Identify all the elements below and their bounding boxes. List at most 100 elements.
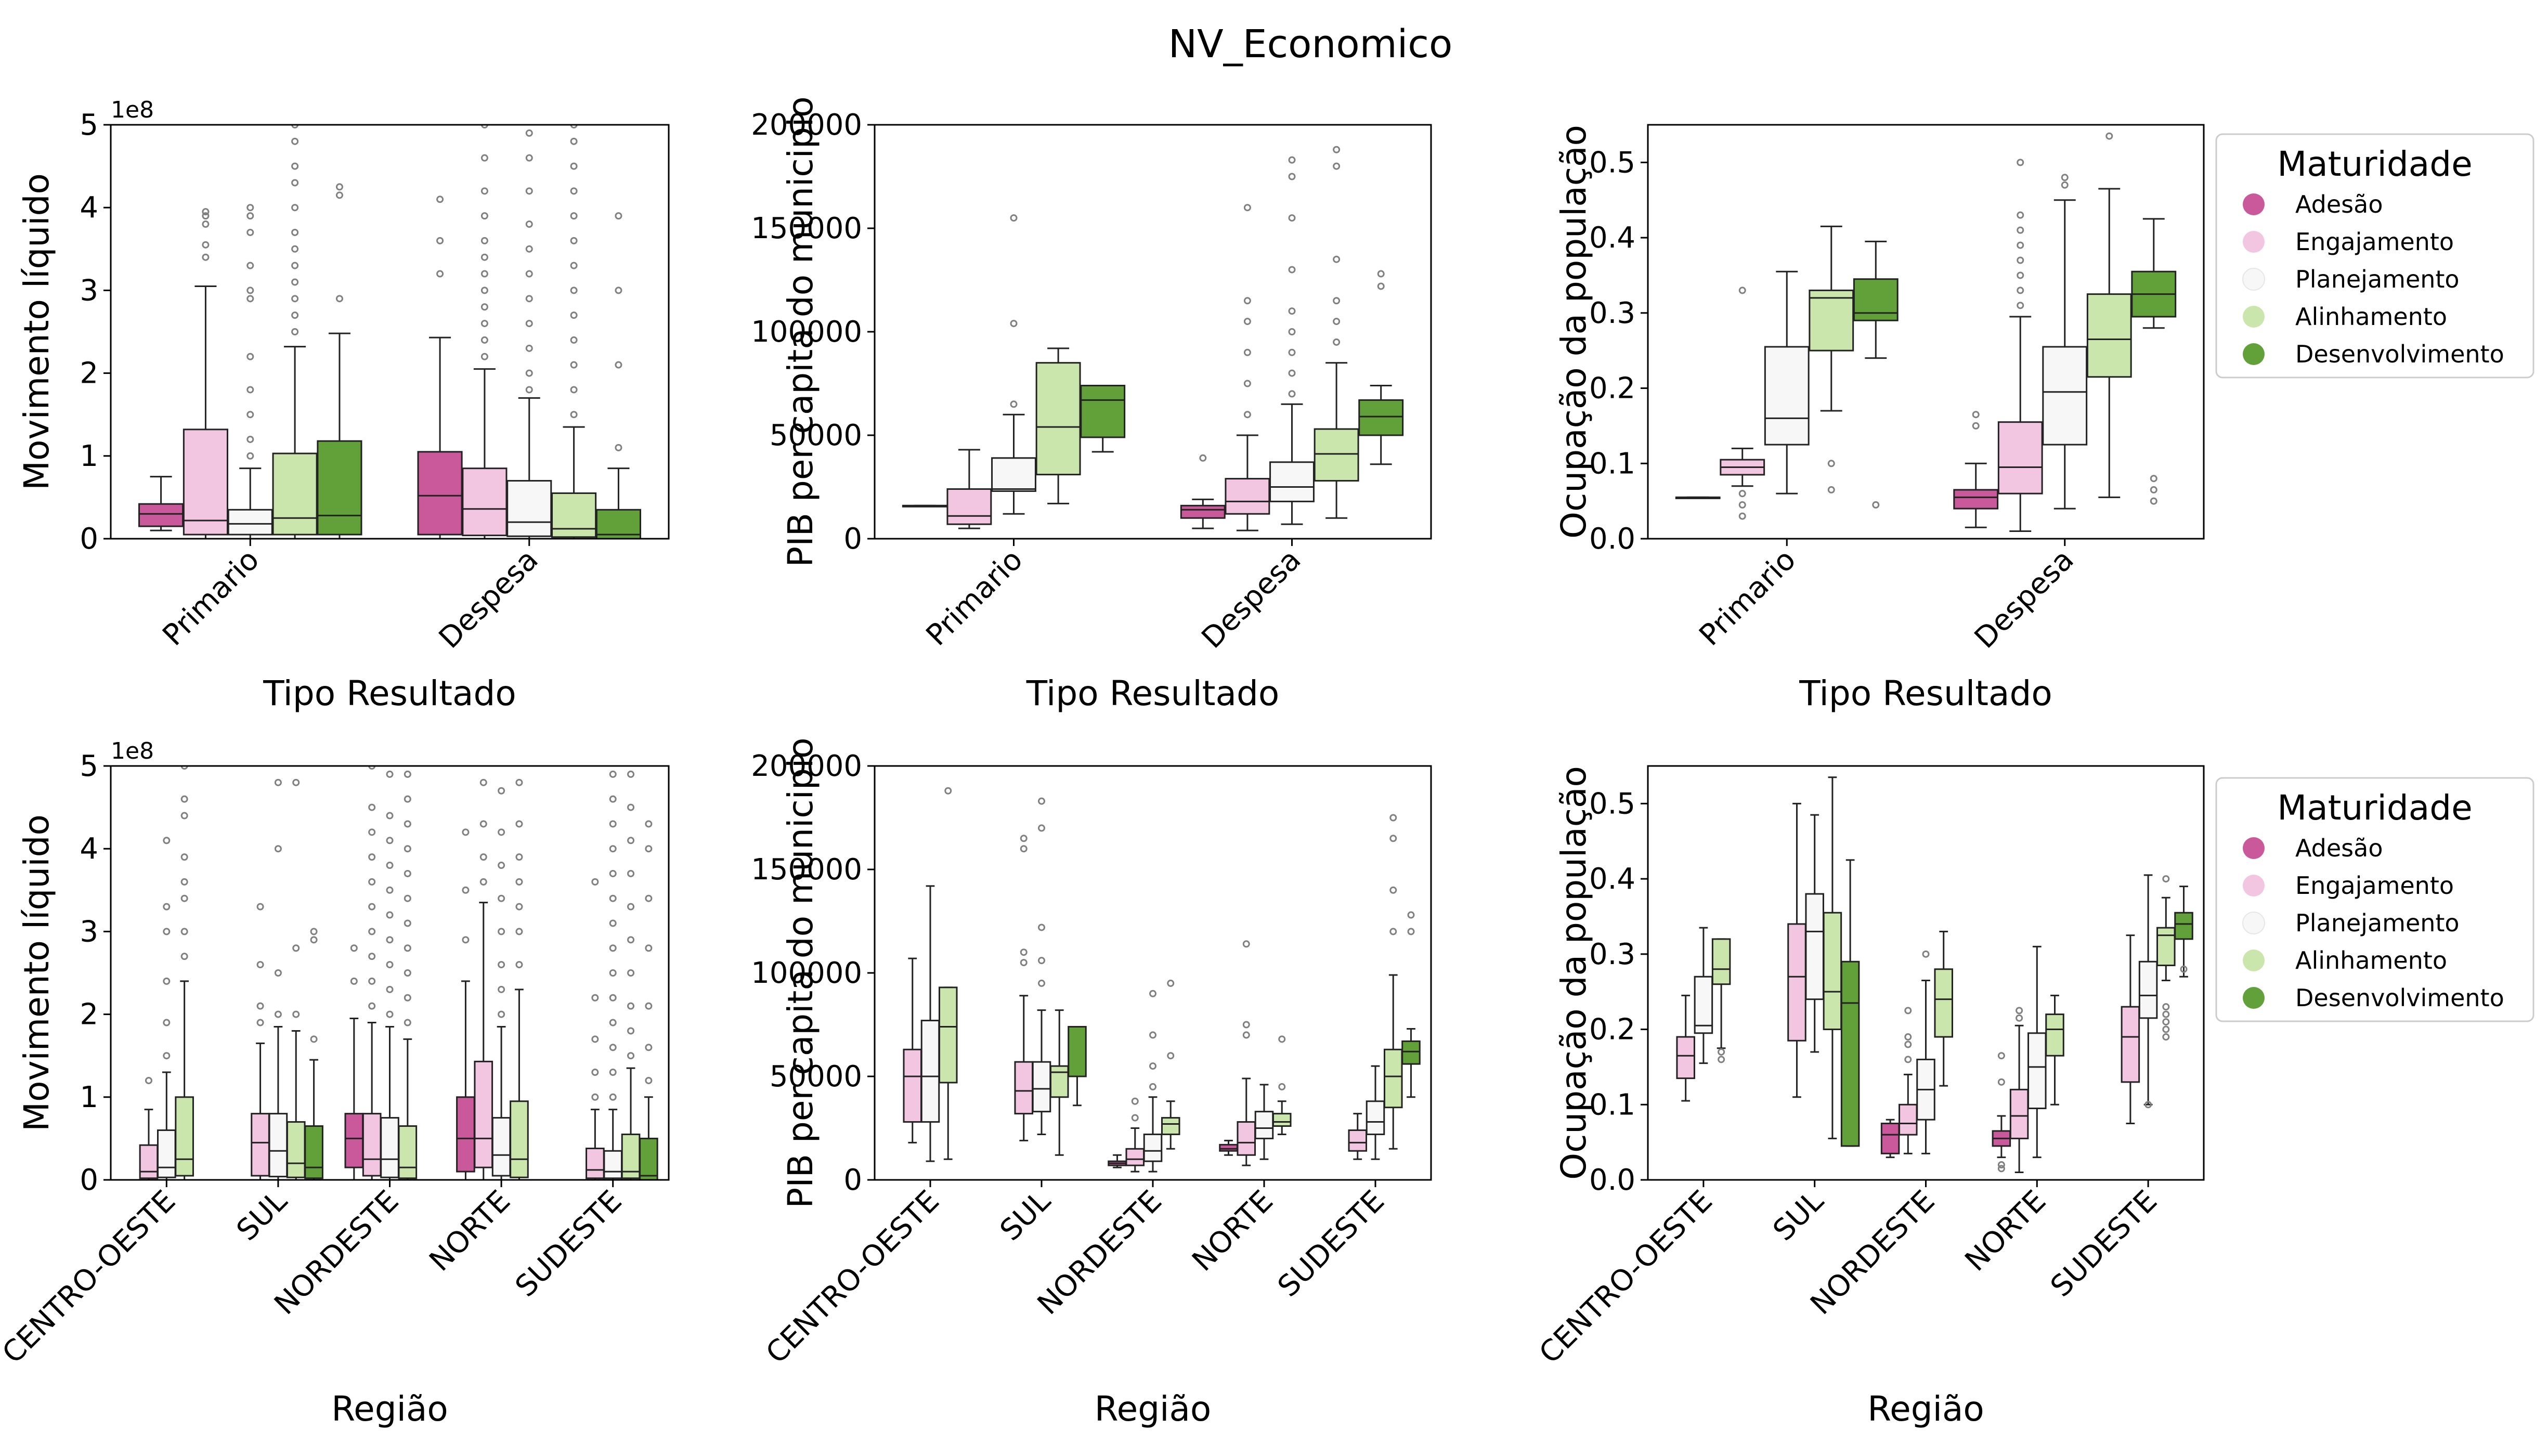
outlier-point — [462, 886, 470, 894]
outlier-point — [368, 853, 376, 861]
outlier-point — [386, 1010, 394, 1018]
box-despesa-engajamento — [1997, 159, 2043, 532]
outlier-point — [1904, 1056, 1912, 1063]
y-tick-label: 3 — [80, 274, 98, 307]
outlier-point — [1738, 287, 1746, 294]
box-primario-planejamento — [1764, 270, 1810, 495]
y-tick-label: 0 — [843, 1163, 862, 1197]
outlier-point — [498, 961, 505, 969]
outlier-point — [525, 220, 533, 228]
y-tick-label: 0.4 — [1589, 862, 1635, 896]
box-body — [1823, 912, 1842, 1031]
box-despesa-alinhamento — [551, 125, 597, 539]
box-body — [1840, 960, 1860, 1147]
y-tick-label: 0.0 — [1589, 522, 1635, 556]
box-body — [639, 1137, 658, 1180]
outlier-point — [1718, 1056, 1725, 1063]
outlier-point — [645, 845, 653, 853]
outlier-point — [2180, 965, 2188, 973]
box-despesa-engajamento — [462, 125, 508, 539]
outlier-point — [1288, 214, 1296, 222]
outlier-point — [291, 262, 299, 269]
box-sudeste-planejamento — [603, 770, 623, 1180]
box-primario-desenvolvimento — [1853, 240, 1899, 509]
outlier-point — [368, 928, 376, 935]
outlier-point — [1038, 924, 1045, 931]
x-axis-title: Tipo Resultado — [1026, 673, 1280, 713]
figure-title: NV_Economico — [1168, 22, 1452, 67]
box-primario-desenvolvimento — [1080, 384, 1126, 453]
outlier-point — [570, 212, 578, 220]
outlier-point — [404, 994, 411, 1002]
box-body — [1934, 968, 1953, 1038]
outlier-point — [480, 253, 488, 261]
x-axis-title: Tipo Resultado — [263, 673, 516, 713]
y-axis-title: Movimento líquido — [17, 173, 57, 490]
box-body — [1711, 938, 1731, 985]
box-despesa-adesão — [1953, 411, 1999, 528]
outlier-point — [291, 179, 299, 187]
outlier-point — [368, 977, 376, 985]
outlier-point — [570, 137, 578, 145]
box-sul-desenvolvimento — [1068, 1025, 1087, 1107]
y-tick-label: 0.2 — [1589, 1013, 1635, 1047]
box-body — [1225, 478, 1270, 515]
outlier-point — [2017, 287, 2024, 294]
box-centro-oeste-alinhamento — [938, 787, 958, 1160]
box-body — [2156, 927, 2176, 967]
panel-data — [1675, 132, 2177, 532]
box-primario-planejamento — [991, 214, 1036, 515]
outlier-point — [1038, 979, 1045, 987]
outlier-point — [310, 936, 318, 944]
outlier-point — [645, 894, 653, 902]
outlier-point — [525, 320, 533, 328]
box-norte-alinhamento — [510, 778, 529, 1180]
outlier-point — [1149, 1083, 1156, 1090]
box-primario-desenvolvimento — [317, 183, 362, 539]
y-tick-label: 0.2 — [1589, 372, 1635, 406]
outlier-point — [609, 1019, 617, 1026]
box-body — [1161, 1117, 1180, 1135]
outlier-point — [515, 878, 523, 886]
box-norte-engajamento — [474, 778, 493, 1180]
box-sudeste-engajamento — [2121, 934, 2140, 1124]
outlier-point — [609, 820, 617, 828]
y-tick-label: 0 — [80, 522, 98, 556]
outlier-point — [202, 220, 210, 228]
outlier-point — [627, 837, 635, 844]
outlier-point — [2017, 226, 2024, 234]
outlier-point — [480, 270, 488, 278]
outlier-point — [1333, 338, 1341, 346]
outlier-point — [386, 862, 394, 869]
box-body — [456, 1096, 475, 1173]
outlier-point — [246, 452, 254, 460]
outlier-point — [1288, 266, 1296, 274]
outlier-point — [404, 944, 411, 952]
box-sul-planejamento — [268, 778, 288, 1180]
outlier-point — [246, 295, 254, 303]
outlier-point — [462, 828, 470, 836]
outlier-point — [609, 869, 617, 877]
outlier-point — [627, 903, 635, 911]
outlier-point — [515, 853, 523, 861]
outlier-point — [163, 1052, 171, 1060]
box-body — [1080, 384, 1126, 438]
box-sul-engajamento — [1014, 835, 1034, 1141]
outlier-point — [498, 862, 505, 869]
outlier-point — [404, 969, 411, 977]
outlier-point — [386, 886, 394, 894]
outlier-point — [291, 162, 299, 170]
outlier-point — [609, 1069, 617, 1076]
outlier-point — [609, 1044, 617, 1051]
outlier-point — [627, 770, 635, 778]
outlier-point — [1333, 146, 1341, 153]
x-axis-title: Região — [1867, 1389, 1984, 1429]
outlier-point — [2016, 1007, 2023, 1015]
legend-label: Alinhamento — [2295, 946, 2447, 974]
box-body — [920, 1020, 940, 1123]
outlier-point — [1288, 307, 1296, 315]
y-tick-label: 50000 — [770, 419, 862, 452]
outlier-point — [246, 228, 254, 236]
box-body — [1348, 1129, 1368, 1152]
